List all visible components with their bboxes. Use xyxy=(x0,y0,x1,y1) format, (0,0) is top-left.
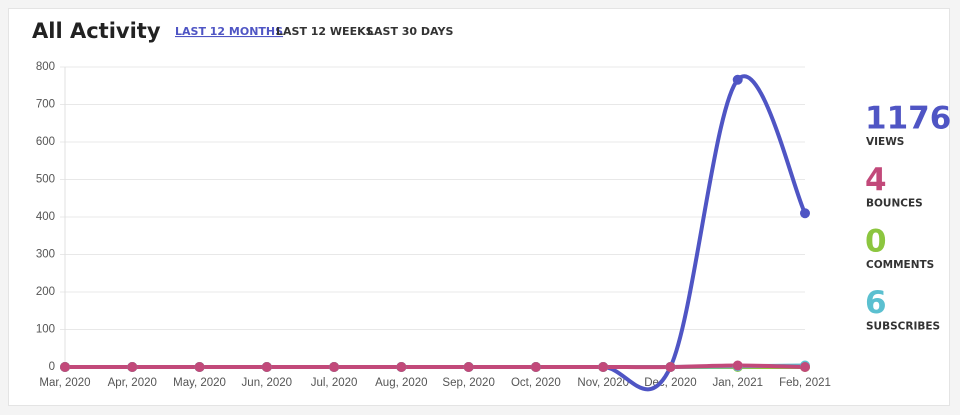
x-tick-label: May, 2020 xyxy=(173,377,226,389)
x-tick-label: Apr, 2020 xyxy=(108,377,157,389)
series-line xyxy=(63,363,807,370)
y-tick-label: 700 xyxy=(36,99,55,111)
stat-label: VIEWS xyxy=(866,136,904,148)
stat-value: 1176 xyxy=(865,101,951,137)
data-point xyxy=(732,74,743,85)
y-tick-label: 400 xyxy=(36,211,55,223)
data-point xyxy=(732,360,743,371)
data-point xyxy=(127,362,138,372)
y-tick-label: 0 xyxy=(49,361,55,373)
stat-value: 0 xyxy=(865,224,887,260)
x-tick-label: Oct, 2020 xyxy=(511,377,561,389)
tab[interactable]: LAST 12 WEEKS xyxy=(276,25,374,38)
data-point xyxy=(530,362,541,372)
series-line xyxy=(63,74,807,392)
data-point xyxy=(396,362,407,372)
x-tick-label: Mar, 2020 xyxy=(39,377,90,389)
data-point xyxy=(800,208,810,219)
x-tick-label: Jun, 2020 xyxy=(242,377,293,389)
x-tick-label: Aug, 2020 xyxy=(375,377,427,389)
data-point xyxy=(665,362,676,372)
x-tick-label: Jul, 2020 xyxy=(311,377,358,389)
stat-label: BOUNCES xyxy=(866,198,923,210)
tab[interactable]: LAST 12 MONTHS xyxy=(175,25,283,38)
x-tick-label: Feb, 2021 xyxy=(779,377,831,389)
x-tick-label: Nov, 2020 xyxy=(577,377,629,389)
tab[interactable]: LAST 30 DAYS xyxy=(367,25,453,38)
data-point xyxy=(60,362,70,372)
stat-value: 4 xyxy=(865,162,887,198)
data-point xyxy=(261,362,272,372)
y-tick-label: 200 xyxy=(36,286,55,298)
y-tick-label: 800 xyxy=(36,61,55,73)
y-tick-label: 600 xyxy=(36,136,55,148)
stat-value: 6 xyxy=(865,285,887,321)
data-point xyxy=(194,362,205,372)
data-point xyxy=(329,362,340,372)
x-tick-label: Sep, 2020 xyxy=(442,377,494,389)
card-title: All Activity xyxy=(32,19,161,43)
stat-label: COMMENTS xyxy=(866,259,934,271)
data-point xyxy=(463,362,474,372)
data-point xyxy=(598,362,609,372)
y-tick-label: 500 xyxy=(36,174,55,186)
y-tick-label: 300 xyxy=(36,249,55,261)
stat-label: SUBSCRIBES xyxy=(866,321,940,333)
data-point xyxy=(800,362,810,372)
x-tick-label: Jan, 2021 xyxy=(712,377,763,389)
activity-card xyxy=(8,8,950,406)
y-tick-label: 100 xyxy=(36,324,55,336)
